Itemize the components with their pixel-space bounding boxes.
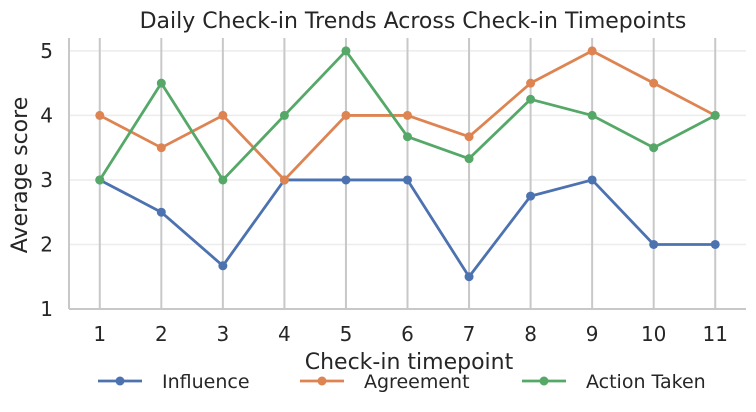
grid (69, 38, 746, 310)
data-point-action-taken (341, 46, 351, 56)
x-tick-label: 10 (641, 322, 666, 346)
y-tick-labels: 1 2 3 4 5 (40, 39, 53, 321)
y-axis-label: Average score (8, 97, 33, 253)
legend-label: Agreement (364, 371, 470, 393)
data-point-agreement (526, 78, 536, 88)
data-point-influence (464, 272, 474, 282)
data-point-agreement (464, 132, 474, 142)
data-point-agreement (156, 143, 166, 153)
data-point-agreement (279, 175, 289, 185)
legend: Influence Agreement Action Taken (98, 371, 706, 393)
data-point-influence (526, 191, 536, 201)
data-point-action-taken (156, 78, 166, 88)
series-lines (95, 46, 720, 282)
series-action-taken (95, 46, 720, 185)
axes-spines (68, 38, 746, 310)
legend-swatch-marker (539, 376, 549, 386)
x-tick-label: 7 (463, 322, 476, 346)
legend-swatch-marker (317, 376, 327, 386)
data-point-action-taken (279, 110, 289, 120)
legend-item-agreement: Agreement (300, 371, 470, 393)
y-tick-label: 2 (40, 232, 53, 256)
data-point-influence (156, 207, 166, 217)
data-point-influence (403, 175, 412, 185)
x-tick-label: 1 (93, 322, 106, 346)
x-tick-label: 11 (703, 322, 728, 346)
data-point-agreement (341, 110, 351, 120)
data-point-action-taken (526, 94, 536, 104)
data-point-influence (341, 175, 351, 185)
legend-label: Influence (162, 371, 250, 393)
y-tick-label: 3 (40, 168, 53, 192)
data-point-action-taken (95, 175, 105, 185)
legend-label: Action Taken (586, 371, 706, 393)
data-point-influence (710, 239, 720, 249)
data-point-agreement (218, 110, 228, 120)
data-point-action-taken (587, 110, 597, 120)
x-tick-label: 4 (278, 322, 291, 346)
y-tick-label: 1 (40, 297, 53, 321)
x-tick-labels: 1 2 3 4 5 6 7 8 9 10 11 (93, 322, 728, 346)
data-point-influence (587, 175, 597, 185)
data-point-influence (649, 239, 659, 249)
data-point-agreement (403, 110, 412, 120)
x-tick-label: 8 (524, 322, 537, 346)
legend-item-influence: Influence (98, 371, 250, 393)
x-tick-label: 5 (340, 322, 353, 346)
x-tick-label: 6 (401, 322, 414, 346)
y-tick-label: 4 (40, 103, 53, 127)
x-axis-label: Check-in timepoint (305, 350, 514, 375)
data-point-action-taken (649, 143, 659, 153)
data-point-action-taken (403, 132, 412, 142)
x-tick-label: 2 (155, 322, 168, 346)
data-point-influence (218, 261, 228, 271)
chart-title: Daily Check-in Trends Across Check-in Ti… (140, 9, 687, 34)
data-point-agreement (649, 78, 659, 88)
data-point-action-taken (218, 175, 228, 185)
legend-swatch-marker (115, 376, 125, 386)
data-point-action-taken (710, 110, 720, 120)
x-tick-label: 9 (586, 322, 599, 346)
data-point-agreement (95, 110, 105, 120)
data-point-action-taken (464, 154, 474, 164)
y-tick-label: 5 (40, 39, 53, 63)
x-tick-label: 3 (216, 322, 229, 346)
data-point-agreement (587, 46, 597, 56)
legend-item-action-taken: Action Taken (522, 371, 706, 393)
